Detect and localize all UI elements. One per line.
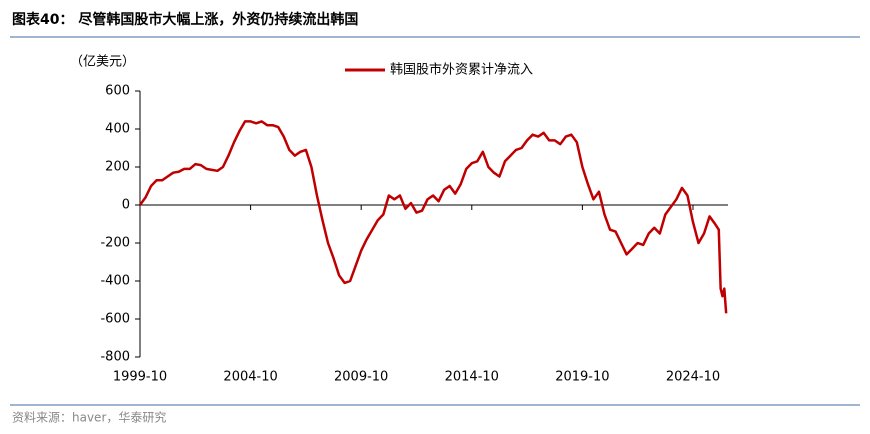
chart-title: 图表40： 尽管韩国股市大幅上涨，外资仍持续流出韩国 <box>12 11 358 28</box>
source: 资料来源：haver，华泰研究 <box>12 410 166 425</box>
y-tick-label: -600 <box>100 312 130 327</box>
x-tick-label: 2004-10 <box>223 370 277 385</box>
legend-label: 韩国股市外资累计净流入 <box>390 62 533 78</box>
y-axis-label: （亿美元） <box>70 55 135 70</box>
x-tick-label: 2024-10 <box>666 370 720 385</box>
x-tick-label: 1999-10 <box>113 370 167 385</box>
y-tick-label: 600 <box>105 84 130 99</box>
y-tick-label: 0 <box>122 198 130 213</box>
series-line <box>138 120 728 314</box>
y-tick-label: -400 <box>100 274 130 289</box>
y-tick-label: 400 <box>105 122 130 137</box>
y-tick-label: -800 <box>100 350 130 365</box>
y-tick-label: 200 <box>105 160 130 175</box>
x-tick-label: 2019-10 <box>555 370 609 385</box>
x-tick-label: 2009-10 <box>334 370 388 385</box>
x-tick-label: 2014-10 <box>445 370 499 385</box>
y-tick-label: -200 <box>100 236 130 251</box>
